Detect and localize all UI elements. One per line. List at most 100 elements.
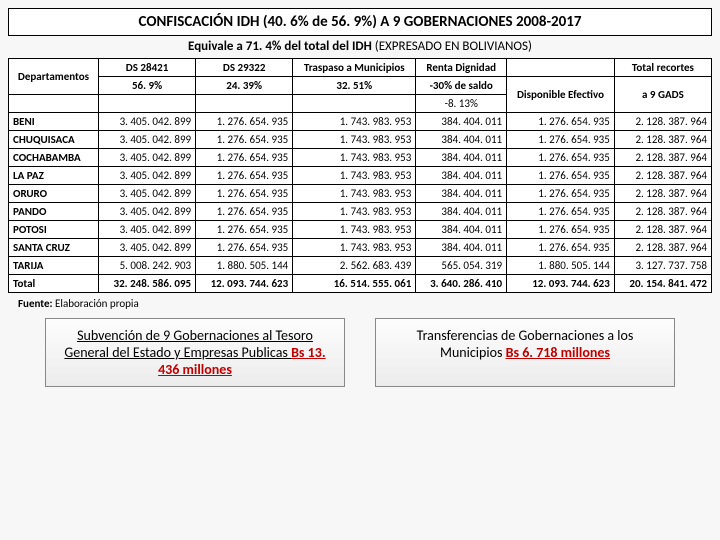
c6: 2. 128. 387. 964 — [614, 131, 711, 149]
c5: 1. 880. 505. 144 — [507, 257, 615, 275]
box-right-red: Bs 6. 718 millones — [506, 344, 610, 361]
source-bold: Fuente: — [18, 297, 53, 310]
c2: 1. 276. 654. 935 — [196, 239, 293, 257]
c4: 384. 404. 011 — [416, 167, 507, 185]
hdr-c6: Total recortes — [614, 59, 711, 77]
box-left: Subvención de 9 Gobernaciones al Tesoro … — [45, 318, 345, 387]
table-row: SANTA CRUZ3. 405. 042. 8991. 276. 654. 9… — [9, 239, 712, 257]
total-c4: 3. 640. 286. 410 — [416, 275, 507, 293]
neg-value: -8. 13% — [416, 95, 507, 113]
c2: 1. 276. 654. 935 — [196, 203, 293, 221]
source-rest: Elaboración propia — [55, 297, 139, 310]
total-c3: 16. 514. 555. 061 — [293, 275, 416, 293]
c6: 2. 128. 387. 964 — [614, 239, 711, 257]
summary-boxes: Subvención de 9 Gobernaciones al Tesoro … — [8, 318, 712, 387]
c6: 2. 128. 387. 964 — [614, 221, 711, 239]
c2: 1. 276. 654. 935 — [196, 221, 293, 239]
total-c5: 12. 093. 744. 623 — [507, 275, 615, 293]
c6: 3. 127. 737. 758 — [614, 257, 711, 275]
c4: 384. 404. 011 — [416, 221, 507, 239]
data-table: Departamentos DS 28421 DS 29322 Traspaso… — [8, 58, 712, 293]
c4: 384. 404. 011 — [416, 113, 507, 131]
c1: 3. 405. 042. 899 — [99, 113, 196, 131]
c5: 1. 276. 654. 935 — [507, 185, 615, 203]
total-c6: 20. 154. 841. 472 — [614, 275, 711, 293]
hdr-dep: Departamentos — [9, 59, 99, 95]
hdr2-c4: -30% de saldo — [416, 77, 507, 95]
hdr2-c1: 56. 9% — [99, 77, 196, 95]
neg-empty1 — [99, 95, 196, 113]
c3: 1. 743. 983. 953 — [293, 239, 416, 257]
c3: 2. 562. 683. 439 — [293, 257, 416, 275]
c1: 3. 405. 042. 899 — [99, 239, 196, 257]
dep-name: ORURO — [9, 185, 99, 203]
dep-name: BENI — [9, 113, 99, 131]
total-c1: 32. 248. 586. 095 — [99, 275, 196, 293]
c3: 1. 743. 983. 953 — [293, 221, 416, 239]
c4: 384. 404. 011 — [416, 239, 507, 257]
c2: 1. 276. 654. 935 — [196, 113, 293, 131]
c1: 3. 405. 042. 899 — [99, 131, 196, 149]
neg-empty0 — [9, 95, 99, 113]
hdr-c4: Renta Dignidad — [416, 59, 507, 77]
c4: 384. 404. 011 — [416, 131, 507, 149]
c3: 1. 743. 983. 953 — [293, 149, 416, 167]
c1: 3. 405. 042. 899 — [99, 185, 196, 203]
dep-name: TARIJA — [9, 257, 99, 275]
subtitle: Equivale a 71. 4% del total del IDH (EXP… — [8, 39, 712, 54]
c5: 1. 276. 654. 935 — [507, 239, 615, 257]
total-c2: 12. 093. 744. 623 — [196, 275, 293, 293]
hdr-c5 — [507, 59, 615, 77]
c2: 1. 276. 654. 935 — [196, 149, 293, 167]
subtitle-rest: (EXPRESADO EN BOLIVIANOS) — [375, 39, 532, 54]
table-row: PANDO3. 405. 042. 8991. 276. 654. 9351. … — [9, 203, 712, 221]
c4: 565. 054. 319 — [416, 257, 507, 275]
c1: 5. 008. 242. 903 — [99, 257, 196, 275]
dep-name: SANTA CRUZ — [9, 239, 99, 257]
c2: 1. 276. 654. 935 — [196, 185, 293, 203]
hdr-c3: Traspaso a Municipios — [293, 59, 416, 77]
c6: 2. 128. 387. 964 — [614, 185, 711, 203]
c6: 2. 128. 387. 964 — [614, 167, 711, 185]
c5: 1. 276. 654. 935 — [507, 167, 615, 185]
neg-empty3 — [293, 95, 416, 113]
c4: 384. 404. 011 — [416, 149, 507, 167]
source-line: Fuente: Elaboración propia — [18, 297, 712, 310]
c6: 2. 128. 387. 964 — [614, 113, 711, 131]
header-row-1: Departamentos DS 28421 DS 29322 Traspaso… — [9, 59, 712, 77]
c2: 1. 880. 505. 144 — [196, 257, 293, 275]
c1: 3. 405. 042. 899 — [99, 221, 196, 239]
c4: 384. 404. 011 — [416, 185, 507, 203]
table-row: BENI3. 405. 042. 8991. 276. 654. 9351. 7… — [9, 113, 712, 131]
c2: 1. 276. 654. 935 — [196, 167, 293, 185]
box-right: Transferencias de Gobernaciones a los Mu… — [375, 318, 675, 387]
dep-name: POTOSI — [9, 221, 99, 239]
c6: 2. 128. 387. 964 — [614, 203, 711, 221]
c3: 1. 743. 983. 953 — [293, 167, 416, 185]
dep-name: CHUQUISACA — [9, 131, 99, 149]
hdr-c1: DS 28421 — [99, 59, 196, 77]
box-left-text: Subvención de 9 Gobernaciones al Tesoro … — [64, 327, 313, 361]
neg-empty2 — [196, 95, 293, 113]
hdr-c2: DS 29322 — [196, 59, 293, 77]
table-row: COCHABAMBA3. 405. 042. 8991. 276. 654. 9… — [9, 149, 712, 167]
hdr2-c5: Disponible Efectivo — [507, 77, 615, 113]
c1: 3. 405. 042. 899 — [99, 167, 196, 185]
c3: 1. 743. 983. 953 — [293, 185, 416, 203]
main-title: CONFISCACIÓN IDH (40. 6% de 56. 9%) A 9 … — [8, 8, 712, 36]
table-row: CHUQUISACA3. 405. 042. 899 1. 276. 654. 9… — [9, 131, 712, 149]
c1: 3. 405. 042. 899 — [99, 203, 196, 221]
c5: 1. 276. 654. 935 — [507, 221, 615, 239]
c5: 1. 276. 654. 935 — [507, 149, 615, 167]
c5: 1. 276. 654. 935 — [507, 203, 615, 221]
table-row: LA PAZ3. 405. 042. 8991. 276. 654. 9351.… — [9, 167, 712, 185]
hdr2-c6: a 9 GADS — [614, 77, 711, 113]
total-row: Total 32. 248. 586. 095 12. 093. 744. 62… — [9, 275, 712, 293]
c5: 1. 276. 654. 935 — [507, 131, 615, 149]
c3: 1. 743. 983. 953 — [293, 203, 416, 221]
table-row: POTOSI3. 405. 042. 8991. 276. 654. 9351.… — [9, 221, 712, 239]
c5: 1. 276. 654. 935 — [507, 113, 615, 131]
table-row: TARIJA5. 008. 242. 9031. 880. 505. 1442.… — [9, 257, 712, 275]
hdr2-c2: 24. 39% — [196, 77, 293, 95]
c3: 1. 743. 983. 953 — [293, 113, 416, 131]
